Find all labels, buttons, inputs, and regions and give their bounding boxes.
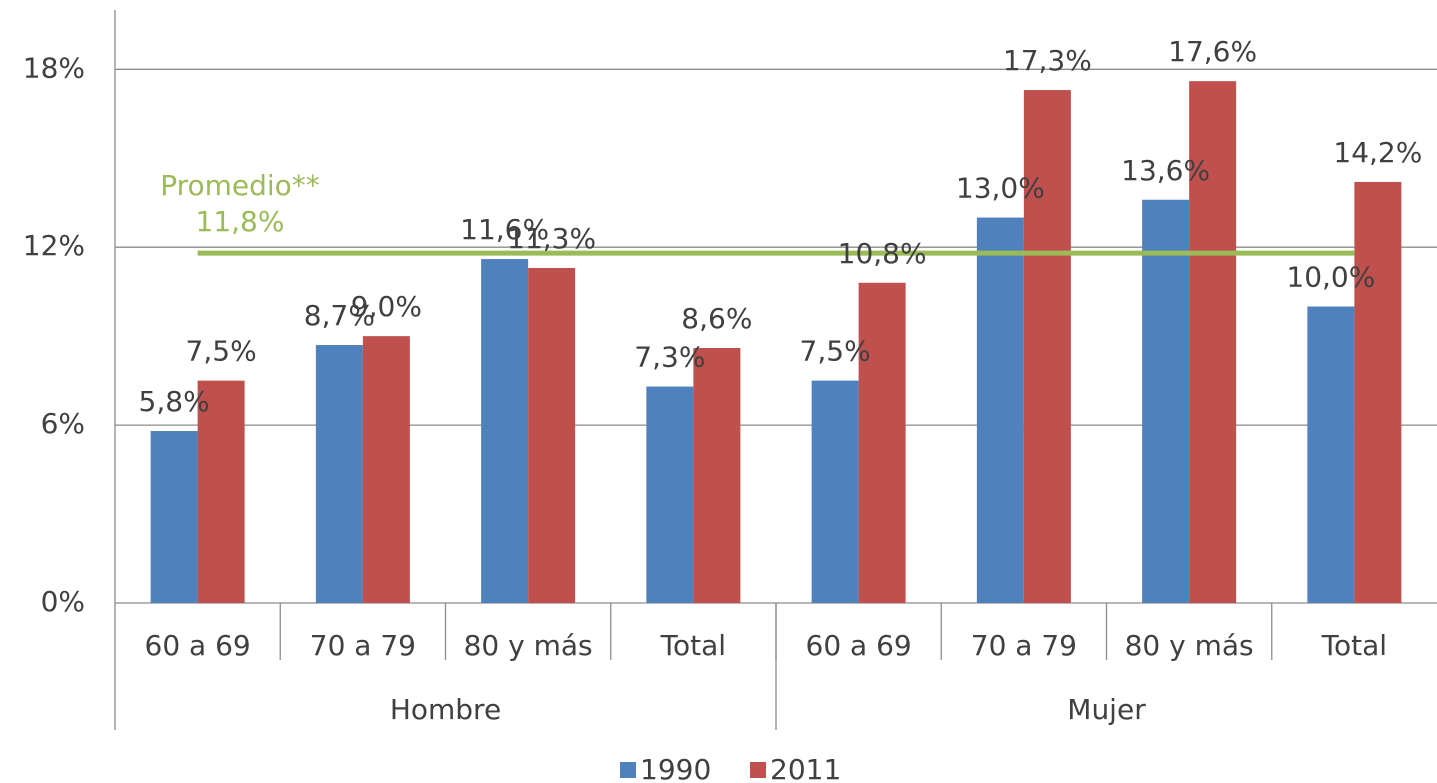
bar [197,380,245,603]
bar [858,282,906,603]
bar [811,380,859,603]
data-label: 17,3% [1003,44,1092,77]
bar [150,431,198,603]
bar [528,267,576,603]
data-label: 10,0% [1286,261,1375,294]
legend-swatch [750,762,766,778]
x-tick-label: 80 y más [1125,629,1254,662]
data-label: 7,5% [186,335,257,368]
y-tick-label: 18% [23,51,85,84]
legend-swatch [620,762,636,778]
x-tick-label: 70 a 79 [971,629,1077,662]
group-label: Hombre [390,693,501,726]
bar [1354,181,1402,603]
x-tick-label: Total [660,629,726,662]
bar [315,345,363,603]
bar [1189,81,1237,603]
x-tick-label: 70 a 79 [310,629,416,662]
x-tick-label: 80 y más [464,629,593,662]
average-value-label: 11,8% [196,205,285,238]
data-label: 11,3% [507,222,596,255]
data-label: 5,8% [139,385,210,418]
y-tick-label: 6% [41,407,85,440]
data-label: 8,6% [681,302,752,335]
legend-label: 1990 [640,753,711,783]
x-tick-label: Total [1321,629,1387,662]
data-label: 8,7% [304,299,375,332]
bar [693,348,741,603]
data-label: 14,2% [1333,136,1422,169]
data-label: 7,3% [634,341,705,374]
x-tick-label: 60 a 69 [806,629,912,662]
bar [1142,199,1190,603]
group-label: Mujer [1067,693,1146,726]
bar [481,259,529,603]
y-tick-label: 12% [23,229,85,262]
data-label: 9,0% [351,290,422,323]
data-label: 10,8% [838,237,927,270]
y-tick-label: 0% [41,585,85,618]
data-label: 13,0% [956,172,1045,205]
data-label: 11,6% [460,213,549,246]
data-label: 7,5% [800,335,871,368]
bar [1023,90,1071,604]
bar [646,386,694,603]
bar [1307,306,1355,603]
x-tick-label: 60 a 69 [145,629,251,662]
bar [362,336,410,603]
data-label: 17,6% [1168,35,1257,68]
bar [976,217,1024,604]
average-label: Promedio** [160,169,320,202]
data-label: 13,6% [1121,154,1210,187]
legend-label: 2011 [770,753,841,783]
